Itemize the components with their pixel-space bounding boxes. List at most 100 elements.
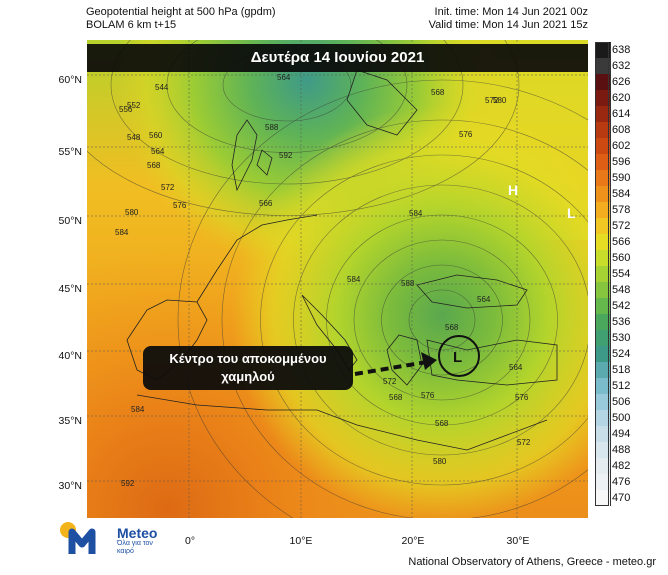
contour-value-label: 572 xyxy=(485,96,499,105)
contour-line xyxy=(408,289,476,351)
contour-line xyxy=(260,154,588,486)
lon-label: 10°E xyxy=(289,535,313,547)
colorbar-label: 542 xyxy=(612,300,631,312)
west-europe-coast xyxy=(196,214,318,303)
lat-label: 45°N xyxy=(58,283,82,295)
contour-value-label: 584 xyxy=(131,405,145,414)
contour-value-label: 580 xyxy=(433,457,447,466)
colorbar-label: 626 xyxy=(612,76,631,88)
contour-value-label: 544 xyxy=(155,83,169,92)
low-pressure-marker-east: L xyxy=(567,205,576,221)
ireland-coast xyxy=(256,149,273,176)
contour-value-label: 552 xyxy=(127,101,141,110)
lat-label: 40°N xyxy=(58,350,82,362)
colorbar-label: 482 xyxy=(612,460,631,472)
turkey-coast xyxy=(426,339,558,386)
contour-value-label: 572 xyxy=(383,377,397,386)
colorbar-label: 620 xyxy=(612,92,631,104)
meteo-logo-icon xyxy=(60,522,96,554)
graticule xyxy=(87,40,588,518)
colorbar-label: 602 xyxy=(612,140,631,152)
footer-credit: National Observatory of Athens, Greece -… xyxy=(408,556,656,568)
coastlines xyxy=(126,69,558,451)
cutoff-low-callout: Κέντρο του αποκομμένου χαμηλού xyxy=(143,346,353,390)
init-time: Init. time: Mon 14 Jun 2021 00z xyxy=(434,6,588,18)
italy-coast xyxy=(301,294,358,371)
colorbar-label: 584 xyxy=(612,188,631,200)
contour-value-label: 572 xyxy=(161,183,175,192)
contour-value-label: 588 xyxy=(401,279,415,288)
meteo-logo-tagline: Όλα για τον καιρό xyxy=(117,540,153,555)
valid-time: Valid time: Mon 14 Jun 2021 15z xyxy=(428,19,588,31)
colorbar-label: 518 xyxy=(612,364,631,376)
lat-label: 50°N xyxy=(58,215,82,227)
title-line-1: Geopotential height at 500 hPa (gpdm) xyxy=(86,6,276,18)
lon-label: 30°E xyxy=(506,535,530,547)
contour-value-label: 592 xyxy=(279,151,293,160)
contour-line xyxy=(166,40,408,153)
lon-label: 20°E xyxy=(401,535,425,547)
contour-value-label: 568 xyxy=(389,393,403,402)
colorbar-label: 560 xyxy=(612,252,631,264)
high-pressure-marker: H xyxy=(508,182,518,198)
contour-value-label: 576 xyxy=(173,201,187,210)
title-line-2: BOLAM 6 km t+15 xyxy=(86,19,177,31)
contour-value-label: 576 xyxy=(515,393,529,402)
colorbar-label: 566 xyxy=(612,236,631,248)
contour-value-label: 564 xyxy=(509,363,523,372)
lon-label: 0° xyxy=(184,535,196,547)
contour-line xyxy=(381,264,503,376)
contour-value-label: 576 xyxy=(459,130,473,139)
lat-label: 60°N xyxy=(58,74,82,86)
time-info: Init. time: Mon 14 Jun 2021 00z Valid ti… xyxy=(429,6,588,32)
colorbar-label: 470 xyxy=(612,492,631,504)
colorbar-label: 512 xyxy=(612,380,631,392)
contour-value-label: 576 xyxy=(421,391,435,400)
contour-value-label: 580 xyxy=(493,96,507,105)
britain-coast xyxy=(231,119,258,192)
contour-value-label: 568 xyxy=(147,161,161,170)
colorbar-label: 488 xyxy=(612,444,631,456)
contour-value-label: 566 xyxy=(259,199,273,208)
contour-value-label: 592 xyxy=(121,479,135,488)
contour-value-label: 568 xyxy=(435,419,449,428)
lat-label: 55°N xyxy=(58,146,82,158)
contour-line xyxy=(110,40,464,185)
colorbar-frame xyxy=(595,42,609,506)
colorbar-label: 596 xyxy=(612,156,631,168)
colorbar-label: 530 xyxy=(612,332,631,344)
date-banner: Δευτέρα 14 Ιουνίου 2021 xyxy=(87,44,588,72)
contour-line xyxy=(221,119,588,518)
colorbar-label: 476 xyxy=(612,476,631,488)
contour-line xyxy=(87,40,520,216)
contour-lines xyxy=(87,40,588,518)
contour-value-label: 584 xyxy=(115,228,129,237)
meteo-logo-name: Meteo xyxy=(117,525,158,541)
colorbar-label: 554 xyxy=(612,268,631,280)
colorbar-label: 608 xyxy=(612,124,631,136)
contour-value-label: 588 xyxy=(265,123,279,132)
contour-line xyxy=(293,184,588,456)
contour-value-label: 556 xyxy=(119,105,133,114)
cutoff-low-field xyxy=(87,40,588,518)
contour-value-label: 564 xyxy=(151,147,165,156)
colorbar-label: 614 xyxy=(612,108,631,120)
colorbar-label: 524 xyxy=(612,348,631,360)
greece-coast xyxy=(386,334,423,386)
colorbar-label: 578 xyxy=(612,204,631,216)
callout-arrow-head xyxy=(421,352,437,370)
colorbar-label: 536 xyxy=(612,316,631,328)
cutoff-low-circle xyxy=(438,335,480,377)
colorbar-label: 506 xyxy=(612,396,631,408)
black-sea-coast xyxy=(416,274,528,309)
contour-line xyxy=(353,239,531,401)
contour-value-label: 564 xyxy=(477,295,491,304)
contour-value-label: 584 xyxy=(409,209,423,218)
colorbar-label: 494 xyxy=(612,428,631,440)
lat-label: 30°N xyxy=(58,480,82,492)
colorbar-label: 548 xyxy=(612,284,631,296)
contour-value-label: 584 xyxy=(347,275,361,284)
colorbar-label: 590 xyxy=(612,172,631,184)
